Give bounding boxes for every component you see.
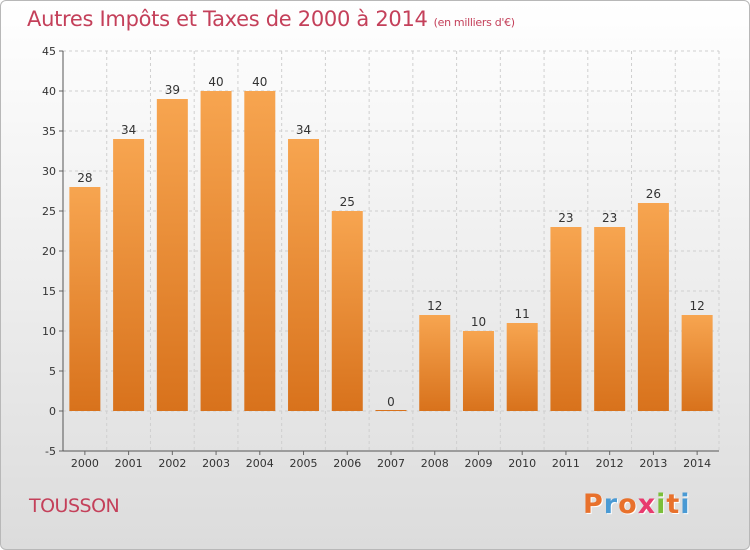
data-label: 39 (165, 83, 180, 97)
bar (200, 91, 232, 411)
logo-letter: P (583, 489, 604, 520)
y-tick-label: 15 (42, 285, 56, 298)
data-label: 25 (340, 195, 355, 209)
x-tick-label: 2013 (639, 457, 667, 470)
x-tick-label: 2004 (246, 457, 274, 470)
y-tick-label: 35 (42, 125, 56, 138)
data-label: 10 (471, 315, 486, 329)
x-tick-label: 2001 (115, 457, 143, 470)
data-label: 40 (252, 75, 267, 89)
data-label: 0 (387, 395, 395, 409)
chart-title: Autres Impôts et Taxes de 2000 à 2014 (en… (27, 7, 515, 31)
x-tick-label: 2002 (158, 457, 186, 470)
x-tick-label: 2012 (596, 457, 624, 470)
x-tick-label: 2007 (377, 457, 405, 470)
y-tick-label: 0 (49, 405, 56, 418)
data-label: 12 (689, 299, 704, 313)
bar (331, 211, 363, 411)
chart-unit-label: (en milliers d'€) (433, 16, 515, 29)
bar (550, 227, 582, 411)
bar (462, 331, 494, 411)
bar (506, 323, 538, 411)
data-label: 23 (558, 211, 573, 225)
data-label: 26 (646, 187, 661, 201)
x-tick-label: 2011 (552, 457, 580, 470)
y-tick-label: 5 (49, 365, 56, 378)
y-tick-label: 45 (42, 45, 56, 58)
proxiti-logo: Proxiti (583, 489, 691, 520)
x-tick-label: 2009 (464, 457, 492, 470)
bar (594, 227, 626, 411)
logo-letter: x (637, 489, 657, 520)
x-tick-label: 2010 (508, 457, 536, 470)
data-label: 11 (515, 307, 530, 321)
y-tick-label: 25 (42, 205, 56, 218)
logo-letter: i (680, 489, 691, 520)
y-tick-label: 30 (42, 165, 56, 178)
x-tick-label: 2006 (333, 457, 361, 470)
y-tick-label: 20 (42, 245, 56, 258)
bar (156, 99, 188, 411)
x-tick-label: 2003 (202, 457, 230, 470)
y-tick-label: -5 (45, 445, 56, 458)
bar (637, 203, 669, 411)
logo-letter: o (618, 489, 638, 520)
bar (681, 315, 713, 411)
data-label: 40 (208, 75, 223, 89)
logo-letter: r (603, 489, 619, 520)
data-label: 34 (121, 123, 136, 137)
x-tick-label: 2005 (290, 457, 318, 470)
data-label: 34 (296, 123, 311, 137)
y-tick-label: 40 (42, 85, 56, 98)
data-label: 12 (427, 299, 442, 313)
x-tick-label: 2014 (683, 457, 711, 470)
bar (244, 91, 276, 411)
logo-letter: t (666, 489, 681, 520)
x-tick-label: 2008 (421, 457, 449, 470)
bar (69, 187, 101, 411)
data-label: 28 (77, 171, 92, 185)
data-label: 23 (602, 211, 617, 225)
bar (375, 410, 407, 411)
y-tick-label: 10 (42, 325, 56, 338)
bar (113, 139, 145, 411)
place-name: TOUSSON (29, 495, 120, 517)
x-tick-label: 2000 (71, 457, 99, 470)
chart-title-text: Autres Impôts et Taxes de 2000 à 2014 (27, 7, 428, 31)
logo-letter: i (656, 489, 667, 520)
bar (288, 139, 320, 411)
bar (419, 315, 451, 411)
